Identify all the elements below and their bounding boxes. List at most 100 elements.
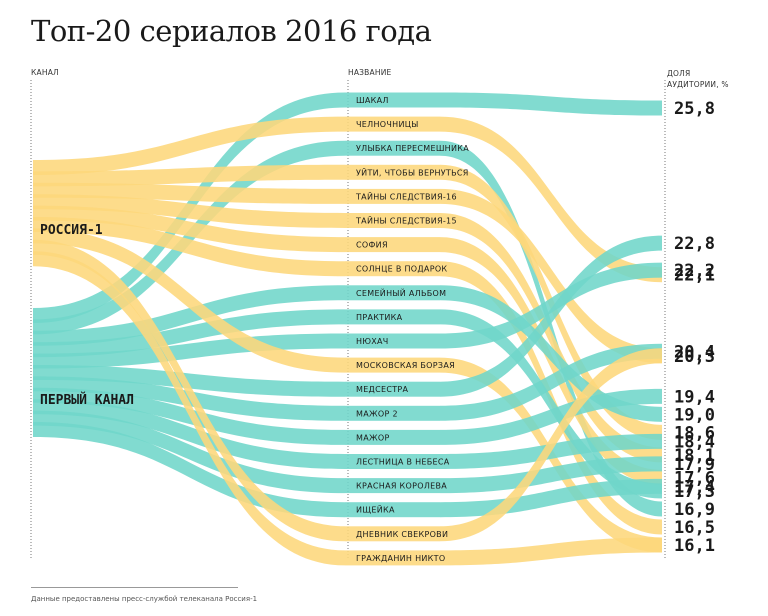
share-value-label: 17,6 [674,468,715,488]
flow-band-left-13 [33,365,345,397]
share-value-label: 17,3 [674,482,715,502]
show-label: СЕМЕЙНЫЙ АЛЬБОМ [356,287,446,298]
share-header-line-1: ДОЛЯ [667,69,691,78]
share-value-label: 19,4 [674,387,715,407]
share-value-label: 18,4 [674,432,715,452]
flow-band-left-20 [33,251,345,566]
flow-band-left-2 [33,116,345,175]
share-value-label: 20,3 [674,347,715,367]
flow-band-left-11 [33,333,345,369]
show-label: МАЖОР 2 [356,409,398,418]
flow-band-left-18 [33,422,345,518]
flow-band-middle-4 [345,164,440,180]
channel-column-header: КАНАЛ [31,68,59,77]
flow-band-middle-10 [345,309,440,325]
share-column-header: ДОЛЯ АУДИТОРИИ, % [667,68,747,90]
flow-band-right-2 [440,116,662,283]
channel-label-2: ПЕРВЫЙ КАНАЛ [40,392,134,408]
flow-band-middle-12 [345,357,440,373]
flow-band-right-3 [440,140,662,517]
channel-label-1: РОССИЯ-1 [40,223,103,238]
flow-band-middle-11 [345,333,440,349]
share-value-label: 22,2 [674,261,715,281]
flow-band-middle-6 [345,213,440,228]
flow-band-right-9 [440,285,662,422]
show-label: ЧЕЛНОЧНИЦЫ [356,120,419,129]
flow-band-right-20 [440,537,662,566]
flow-band-right-11 [440,262,662,349]
share-value-label: 17,4 [674,477,715,497]
flow-band-middle-14 [345,405,440,421]
flow-band-left-3 [33,140,345,335]
share-value-label: 22,1 [674,266,715,286]
flow-band-middle-7 [345,237,440,253]
flow-band-left-16 [33,399,345,469]
show-label: УЙТИ, ЧТОБЫ ВЕРНУТЬСЯ [356,166,469,177]
flow-band-left-10 [33,309,345,358]
show-label: ИЩЕЙКА [356,504,395,515]
show-label: СОЛНЦЕ В ПОДАРОК [356,265,447,274]
flow-band-middle-3 [345,140,440,156]
show-label: НЮХАЧ [356,337,389,346]
flow-band-middle-5 [345,188,440,204]
flow-band-left-4 [33,164,345,187]
share-value-label: 17,9 [674,455,715,475]
flow-band-right-6 [440,213,662,463]
flow-band-middle-18 [345,502,440,518]
flow-band-left-7 [33,205,345,253]
flow-band-middle-9 [345,285,440,301]
share-value-label: 25,8 [674,99,715,119]
flow-band-right-1 [440,92,662,116]
flow-band-left-5 [33,182,345,204]
show-label: ЛЕСТНИЦА В НЕБЕСА [356,458,450,467]
flow-band-left-12 [33,228,345,373]
flow-band-right-5 [440,188,662,364]
share-value-label: 18,1 [674,446,715,466]
flow-band-right-13 [440,235,662,397]
share-value-label: 16,9 [674,500,715,520]
share-header-line-2: АУДИТОРИИ, % [667,80,729,89]
show-label: УЛЫБКА ПЕРЕСМЕШНИКА [356,144,469,153]
flow-band-right-19 [440,348,662,542]
footnote: Данные предоставлены пресс-службой телек… [31,595,258,603]
flow-band-left-8 [33,217,345,277]
show-label: МОСКОВСКАЯ БОРЗАЯ [356,361,455,370]
flow-band-right-17 [440,456,662,494]
flow-band-right-14 [440,343,662,421]
flow-band-middle-16 [345,454,440,469]
flow-band-right-15 [440,388,662,445]
show-label: ДНЕВНИК СВЕКРОВИ [356,530,448,539]
flow-band-left-14 [33,376,345,421]
share-value-label: 22,8 [674,234,715,254]
show-label: ТАЙНЫ СЛЕДСТВИЯ-16 [355,190,457,201]
flow-band-middle-13 [345,381,440,397]
flow-band-middle-15 [345,429,440,445]
sankey-chart: ШАКАЛ ЧЕЛНОЧНИЦЫ УЛЫБКА ПЕРЕСМЕШНИКА УЙТИ, … [30,80,715,566]
show-label: ТАЙНЫ СЛЕДСТВИЯ-15 [355,215,457,226]
flow-band-middle-17 [345,478,440,494]
show-label: МАЖОР [356,433,390,442]
flow-band-left-19 [33,239,345,542]
show-label: ПРАКТИКА [356,313,403,322]
show-label: МЕДСЕСТРА [356,385,409,394]
show-label: СОФИЯ [356,241,388,250]
flow-band-left-15 [33,387,345,445]
share-value-label: 16,5 [674,518,715,538]
share-value-label: 16,1 [674,536,715,556]
flow-band-left-6 [33,194,345,228]
show-label: КРАСНАЯ КОРОЛЕВА [356,482,447,491]
share-value-label: 18,6 [674,423,715,443]
flow-band-right-10 [440,309,662,499]
show-label: ГРАЖДАНИН НИКТО [356,554,445,563]
name-column-header: НАЗВАНИЕ [348,68,392,77]
share-value-label: 20,4 [674,342,715,362]
flow-band-middle-20 [345,550,440,566]
flow-band-middle-19 [345,526,440,542]
flow-band-left-9 [33,285,345,346]
share-value-label: 19,0 [674,405,715,425]
flow-band-middle-1 [345,92,440,108]
show-label: ШАКАЛ [356,96,389,105]
flow-band-middle-2 [345,116,440,132]
flow-band-middle-8 [345,261,440,277]
footnote-divider [31,587,238,588]
